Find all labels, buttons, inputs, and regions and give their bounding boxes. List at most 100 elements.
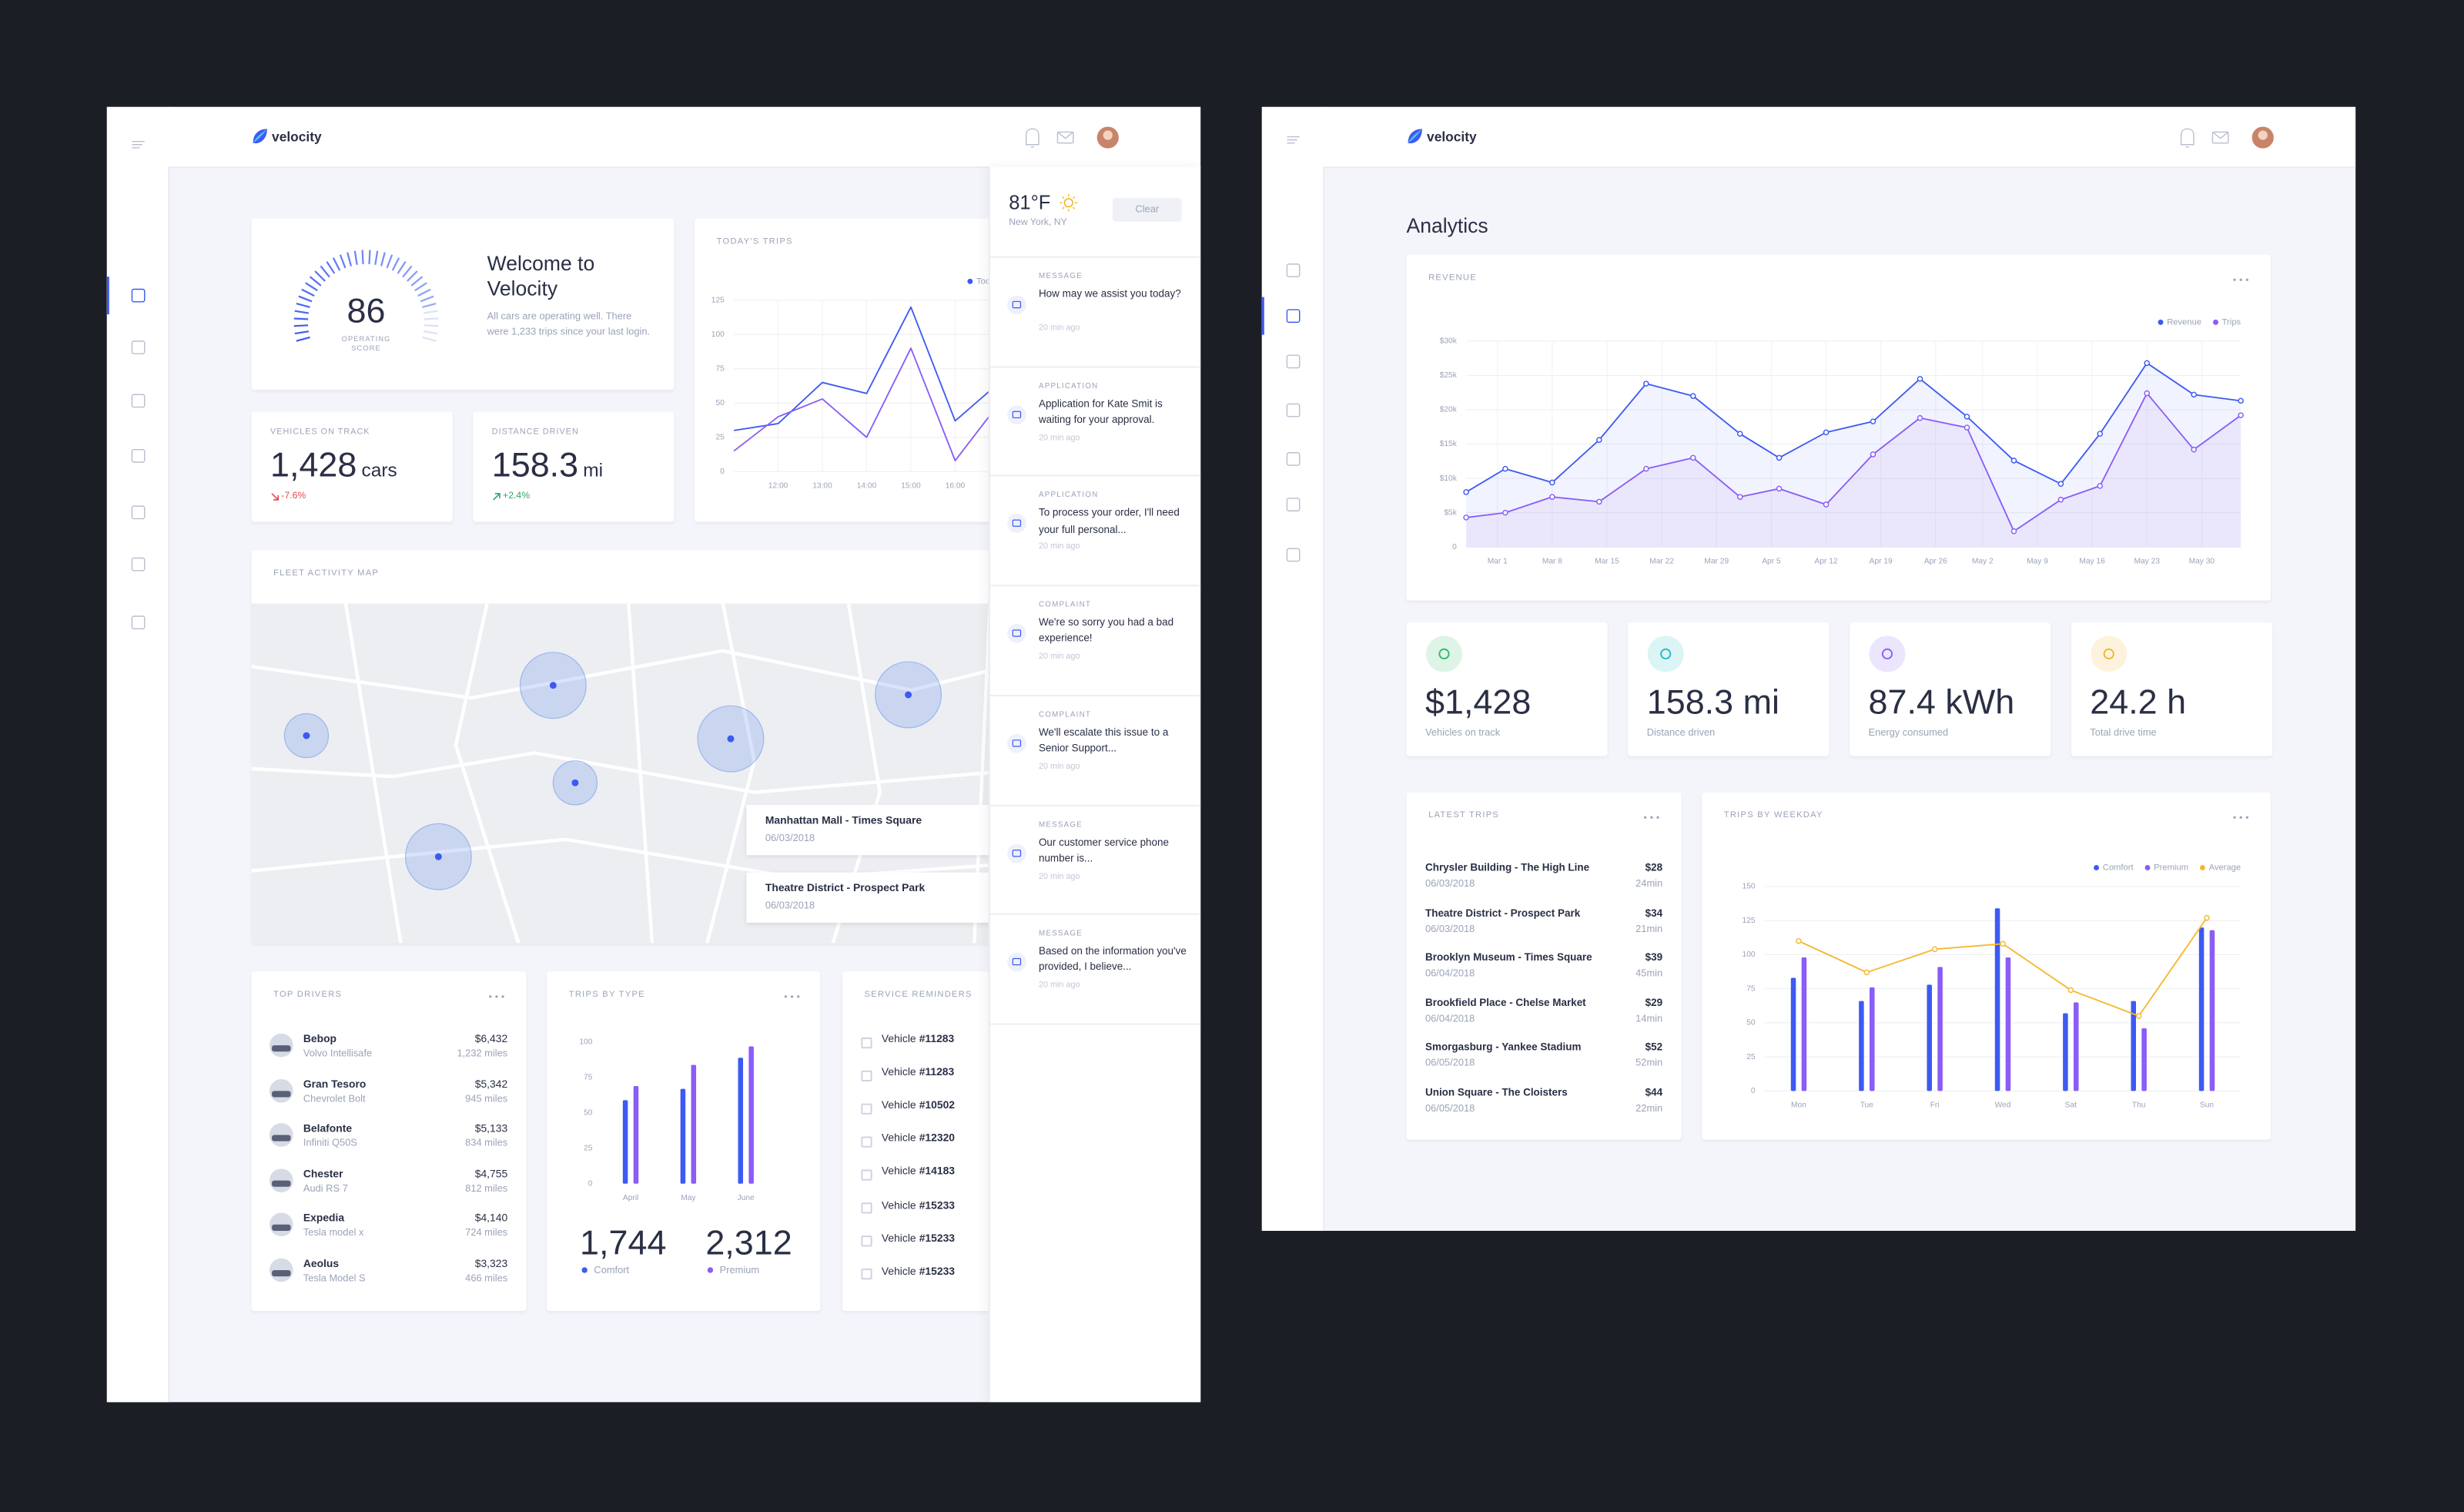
map-road — [343, 603, 403, 944]
legend-swatch — [2094, 865, 2100, 870]
y-tick-label: 50 — [1746, 1019, 1756, 1028]
avatar — [2258, 130, 2268, 140]
type-total: 2,312 — [705, 1222, 792, 1262]
chart: 0 $5k $10k $15k $20k $25k $30k Mar 1 Mar 8 Mar 15… — [1440, 317, 2244, 565]
x-tick-label: 12:00 — [768, 481, 788, 490]
point — [2204, 914, 2210, 921]
notification-icon — [1007, 295, 1026, 315]
menu-dot — [1644, 816, 1647, 819]
legend-label: Revenue — [2167, 317, 2201, 327]
checkbox[interactable] — [861, 1202, 872, 1214]
welcome-card: 86 OPERATING SCORE Welcome to Velocity All … — [251, 218, 675, 391]
reminder-vehicle: #10502 — [919, 1100, 956, 1112]
driver-amount: $4,140 — [474, 1213, 508, 1225]
stat-label: VEHICLES ON TRACK — [270, 427, 370, 438]
checkbox[interactable] — [861, 1269, 872, 1280]
checkbox[interactable] — [861, 1235, 872, 1247]
driver-car: Tesla model x — [303, 1227, 364, 1239]
trip-duration: 52min — [1635, 1058, 1663, 1070]
driver-name: Gran Tesoro — [303, 1079, 367, 1091]
chart: 0 25 50 75 100 April May June — [579, 1038, 755, 1202]
y-tick-label: 100 — [579, 1038, 592, 1047]
area — [1466, 393, 2241, 548]
checkbox[interactable] — [861, 1169, 872, 1181]
kpi-icon — [1647, 635, 1684, 672]
notification-icon — [1007, 515, 1026, 534]
notification-icon — [1007, 953, 1026, 972]
driver-miles: 724 miles — [465, 1227, 508, 1239]
logo — [253, 129, 267, 144]
x-tick-label: Wed — [1995, 1101, 2011, 1109]
notification-icon — [1007, 843, 1026, 863]
notification-divider — [989, 803, 1201, 805]
trip-route: Smorgasburg - Yankee Stadium — [1425, 1042, 1582, 1054]
point — [1736, 494, 1743, 500]
type-total: 1,744 — [580, 1222, 667, 1262]
menu-dot — [495, 995, 498, 998]
x-tick-label: Mon — [1791, 1101, 1806, 1109]
notification-divider — [989, 1023, 1201, 1024]
y-tick-label: 25 — [1746, 1053, 1756, 1061]
trip-duration: 21min — [1635, 924, 1663, 935]
notification-type: COMPLAINT — [1038, 602, 1092, 611]
clear-label[interactable]: Clear — [1135, 204, 1160, 216]
reminder-label: Vehicle — [881, 1200, 916, 1212]
menu-dot — [489, 995, 492, 998]
kpi-card: $1,428 Vehicles on track — [1406, 622, 1608, 756]
card-title: FLEET ACTIVITY MAP — [273, 568, 380, 579]
driver-name: Aeolus — [303, 1258, 340, 1269]
menu-dot — [1650, 816, 1653, 819]
y-tick-label: 50 — [715, 399, 725, 407]
x-tick-label: May — [681, 1194, 696, 1202]
trip-price: $29 — [1645, 997, 1663, 1009]
notification-divider — [989, 475, 1201, 477]
bar — [2198, 927, 2205, 1091]
checkbox[interactable] — [861, 1136, 872, 1148]
trip-duration: 45min — [1635, 968, 1663, 980]
logo-mark — [1408, 129, 1422, 143]
legend-swatch — [2213, 319, 2218, 325]
kpi-glyph — [1438, 648, 1450, 660]
point — [2067, 987, 2074, 994]
sun — [1063, 198, 1073, 208]
weather-icon — [1060, 194, 1077, 212]
avatar — [1103, 130, 1113, 140]
gauge-tick — [397, 261, 407, 274]
point — [1823, 429, 1830, 436]
notification-icon — [1007, 733, 1026, 753]
more-menu[interactable] — [487, 994, 506, 1000]
trip-route: Union Square - The Cloisters — [1425, 1088, 1568, 1099]
y-tick-label: 25 — [584, 1144, 593, 1152]
checkbox[interactable] — [861, 1103, 872, 1115]
x-tick-label: Sat — [2065, 1101, 2077, 1109]
card-title: TODAY'S TRIPS — [716, 237, 793, 247]
x-tick-label: June — [738, 1194, 755, 1202]
x-tick-label: 13:00 — [812, 481, 832, 490]
gauge-tick — [374, 250, 379, 265]
kpi-icon — [1647, 635, 1684, 672]
more-menu[interactable] — [782, 994, 801, 1000]
more-menu[interactable] — [2231, 277, 2250, 283]
reminder-vehicle: #15233 — [919, 1200, 956, 1212]
gauge-tick — [314, 270, 326, 282]
gauge-tick — [402, 265, 413, 278]
more-menu[interactable] — [2231, 814, 2250, 820]
checkbox[interactable] — [861, 1036, 872, 1048]
checkbox[interactable] — [861, 1069, 872, 1081]
point — [1776, 454, 1783, 461]
bar — [2209, 930, 2215, 1091]
nav-icon — [131, 448, 146, 463]
kpi-glyph — [1881, 648, 1893, 660]
bar — [1869, 987, 1875, 1091]
point — [1870, 451, 1876, 458]
notification-time: 20 min ago — [1038, 652, 1080, 662]
mail-icon — [1057, 131, 1074, 139]
point — [1690, 454, 1696, 461]
more-menu[interactable] — [1642, 814, 1661, 820]
clear-button[interactable]: Clear — [1112, 198, 1182, 222]
y-tick-label: $15k — [1440, 440, 1458, 448]
legend-swatch — [581, 1267, 588, 1273]
trip-date: 06/03/2018 — [1425, 924, 1475, 935]
point — [1596, 498, 1602, 505]
reminder-vehicle: #11283 — [919, 1067, 955, 1079]
